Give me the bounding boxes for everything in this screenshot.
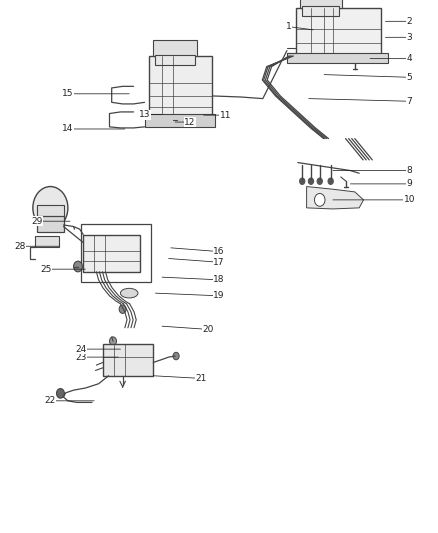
Circle shape (74, 261, 82, 272)
Circle shape (172, 116, 179, 124)
Text: 22: 22 (45, 397, 56, 405)
Bar (35, 236, 59, 247)
Text: 11: 11 (220, 111, 231, 119)
Text: 10: 10 (404, 196, 415, 204)
Text: 25: 25 (40, 265, 52, 273)
Circle shape (173, 352, 179, 360)
Text: 12: 12 (184, 118, 195, 126)
Text: 29: 29 (32, 217, 43, 225)
Text: 9: 9 (406, 180, 413, 188)
Text: 3: 3 (406, 33, 413, 42)
Bar (155, 55, 195, 65)
Text: 16: 16 (213, 247, 225, 256)
Text: 24: 24 (75, 345, 87, 353)
Text: 5: 5 (406, 73, 413, 82)
Text: 19: 19 (213, 292, 225, 300)
Text: 13: 13 (139, 110, 150, 119)
Bar (145, 114, 215, 127)
Bar (300, 0, 342, 8)
Text: 17: 17 (213, 258, 225, 266)
Polygon shape (307, 187, 364, 209)
Bar (296, 8, 381, 56)
Circle shape (300, 178, 305, 184)
Text: 23: 23 (75, 353, 87, 361)
Circle shape (57, 389, 64, 398)
Text: 20: 20 (202, 325, 214, 334)
Text: 7: 7 (406, 97, 413, 106)
Bar (109, 345, 113, 354)
Text: 18: 18 (213, 276, 225, 284)
Text: 4: 4 (407, 54, 412, 63)
Circle shape (160, 115, 166, 122)
Bar (302, 6, 339, 16)
Bar (83, 235, 140, 272)
Bar (103, 344, 153, 376)
Text: 15: 15 (62, 90, 74, 98)
Circle shape (110, 337, 117, 345)
Bar (81, 224, 151, 282)
Circle shape (308, 178, 314, 184)
Text: 2: 2 (407, 17, 412, 26)
Bar (287, 53, 388, 63)
Text: 28: 28 (14, 242, 25, 251)
Text: 1: 1 (286, 22, 292, 31)
Text: 14: 14 (62, 125, 74, 133)
Text: 21: 21 (196, 374, 207, 383)
Circle shape (314, 193, 325, 206)
Ellipse shape (120, 288, 138, 298)
Bar (37, 205, 64, 219)
Circle shape (317, 178, 322, 184)
Bar (153, 40, 197, 56)
Circle shape (33, 187, 68, 229)
Bar (149, 56, 212, 115)
Bar (37, 216, 64, 232)
Circle shape (328, 178, 333, 184)
Text: 8: 8 (406, 166, 413, 175)
Circle shape (119, 305, 126, 313)
